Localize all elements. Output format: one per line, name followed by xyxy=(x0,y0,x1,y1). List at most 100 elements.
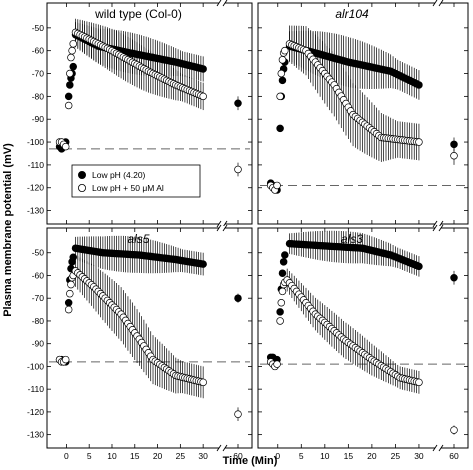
panel-als5: -130 -120 -110 -100 -90 -80 -70 -60 -50 0 5 10 15 20 2… xyxy=(27,224,253,461)
panel-title-als5: als5 xyxy=(127,232,149,246)
axis-break-mark-wild-type-1b xyxy=(222,0,228,7)
data-point-60-wild-type-low-ph-al xyxy=(234,165,242,174)
data-point-60-alr104-low-ph-al xyxy=(450,152,458,160)
y-tick-label: -90 xyxy=(32,339,45,349)
data-point-wild-type-low-ph-al xyxy=(68,46,76,55)
y-tick-label: -50 xyxy=(32,248,45,258)
panel-frame-als3 xyxy=(257,227,469,449)
y-tick-label: -80 xyxy=(32,316,45,326)
data-point-als5-low-ph-al xyxy=(64,305,73,314)
legend-marker-filled xyxy=(78,170,87,179)
legend-box xyxy=(71,164,201,198)
panel-title-wild-type: wild type (Col-0) xyxy=(94,7,182,21)
data-point-60-als3-low-ph xyxy=(450,273,458,282)
data-point-alr104-low-ph-al xyxy=(276,92,284,101)
data-point-als5-low-ph-al xyxy=(199,378,207,387)
error-bars-alr104 xyxy=(289,25,455,165)
data-point-wild-type-low-ph xyxy=(199,65,207,73)
axis-break-mark-alr104-1b xyxy=(438,0,444,7)
axis-break-gap-wild-type-0 xyxy=(219,222,225,226)
data-point-als5-low-ph-al xyxy=(67,280,75,289)
axis-break-gap-alr104-0 xyxy=(435,222,441,226)
data-point-60-als5-low-ph-al xyxy=(234,410,242,418)
data-point-als3-low-ph-al xyxy=(415,378,423,387)
data-point-wild-type-low-ph-al xyxy=(64,101,73,110)
data-point-als3-low-ph xyxy=(281,251,289,259)
axis-break-mark-als3-0a xyxy=(432,444,438,452)
data-point-als5-low-ph-al xyxy=(66,289,74,298)
x-tick-label: 5 xyxy=(299,451,304,461)
data-point-als3-low-ph xyxy=(279,258,288,266)
y-tick-label: -110 xyxy=(28,160,45,170)
error-bars-als5 xyxy=(75,235,239,421)
axis-break-gap-als3-0 xyxy=(435,446,441,450)
y-tick-label: -90 xyxy=(32,114,45,124)
error-bars-als3 xyxy=(286,230,455,435)
data-point-wild-type-low-ph xyxy=(66,81,74,89)
panel-frame-alr104 xyxy=(257,2,469,225)
data-point-wild-type-low-ph xyxy=(69,62,77,71)
data-point-60-als3-low-ph-al xyxy=(450,426,458,434)
x-tick-label: 30 xyxy=(414,451,424,461)
data-point-wild-type-low-ph xyxy=(64,92,73,101)
x-tick-label: 0 xyxy=(275,451,280,461)
x-tick-label: 25 xyxy=(391,451,401,461)
axis-break-gap-als3-1 xyxy=(435,226,441,230)
y-tick-label: -120 xyxy=(27,407,44,417)
axis-break-mark-als3-1a xyxy=(432,224,438,232)
panel-frame-als5 xyxy=(46,227,253,449)
x-tick-label: 10 xyxy=(107,451,117,461)
panel-wild-type: -130 -120 -110 -100 -90 -80 -70 -60 -50 wild type… xyxy=(27,0,253,228)
legend-marker-open xyxy=(78,183,87,192)
data-point-60-als5-low-ph xyxy=(234,294,242,302)
axis-break-mark-alr104-1a xyxy=(432,0,438,7)
data-point-alr104-low-ph-al xyxy=(273,181,281,190)
y-tick-label: -120 xyxy=(27,183,44,193)
data-point-als3-low-ph-al xyxy=(277,299,286,307)
panel-alr104: alr104 xyxy=(257,0,469,228)
legend-label-filled: Low pH (4.20) xyxy=(92,170,146,180)
x-tick-label: 60 xyxy=(233,451,243,461)
data-point-wild-type-low-ph-al xyxy=(61,142,70,151)
axis-break-mark-als5-1b xyxy=(222,224,228,232)
x-tick-label: 5 xyxy=(87,451,92,461)
panel-frame-wild-type xyxy=(46,2,253,225)
y-tick-label: -60 xyxy=(32,270,45,280)
data-point-wild-type-low-ph-al xyxy=(67,53,75,62)
axis-break-mark-wild-type-1a xyxy=(216,0,222,7)
data-point-60-alr104-low-ph xyxy=(450,140,458,149)
points-als3 xyxy=(266,239,458,434)
points-alr104 xyxy=(266,40,458,194)
x-tick-label: 20 xyxy=(153,451,163,461)
axis-break-gap-als5-1 xyxy=(219,226,225,230)
data-point-als3-low-ph-al xyxy=(278,287,287,296)
y-tick-label: -70 xyxy=(32,69,45,79)
axis-break-gap-wild-type-1 xyxy=(219,1,225,5)
axis-break-mark-als3-0b xyxy=(438,444,444,452)
axis-break-gap-als5-0 xyxy=(219,446,225,450)
data-point-alr104-low-ph-al xyxy=(281,46,289,55)
data-point-als3-low-ph xyxy=(415,262,423,271)
data-point-als5-low-ph xyxy=(64,299,73,307)
axis-break-mark-alr104-0a xyxy=(432,220,438,228)
y-tick-label: -100 xyxy=(27,137,44,147)
x-tick-label: 15 xyxy=(130,451,140,461)
data-point-alr104-low-ph xyxy=(276,124,284,133)
axis-break-mark-wild-type-0a xyxy=(216,220,222,228)
axis-break-mark-als5-1a xyxy=(216,224,222,232)
data-point-als3-low-ph-al xyxy=(276,317,284,325)
y-tick-label: -130 xyxy=(27,206,44,216)
data-point-wild-type-low-ph-al xyxy=(69,40,77,48)
x-tick-label: 30 xyxy=(198,451,208,461)
x-tick-label: 10 xyxy=(320,451,330,461)
axis-break-mark-als5-0a xyxy=(216,444,222,452)
x-axis-title: Time (Min) xyxy=(223,455,278,467)
x-tick-label: 25 xyxy=(176,451,186,461)
y-axis-title: Plasma membrane potential (mV) xyxy=(2,143,14,317)
y-tick-label: -70 xyxy=(32,293,45,303)
data-point-alr104-low-ph-al xyxy=(415,138,423,146)
y-tick-label: -110 xyxy=(28,384,45,394)
data-point-als5-low-ph xyxy=(69,253,77,262)
